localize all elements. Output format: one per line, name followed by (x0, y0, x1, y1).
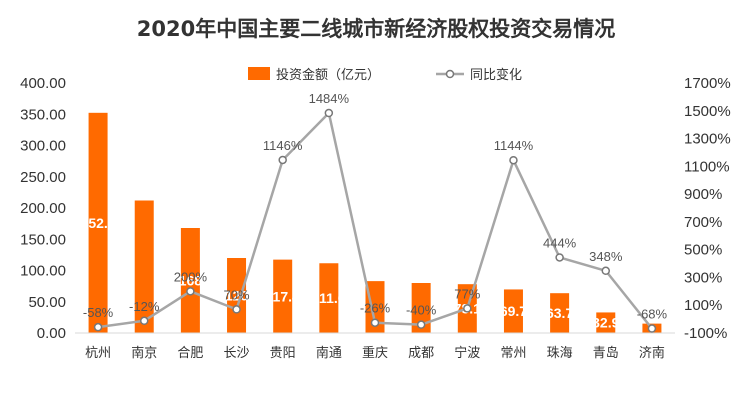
bar-data-label: 352.3 (81, 215, 116, 231)
line-point (509, 155, 518, 165)
line-point (647, 324, 657, 333)
line-point (463, 304, 472, 313)
right-tick-label: 1300% (684, 131, 731, 148)
category-label: 长沙 (224, 346, 250, 361)
bar (273, 259, 293, 333)
line-data-label: 1146% (263, 138, 303, 153)
right-tick-label: 700% (684, 214, 722, 231)
category-label: 贵阳 (270, 346, 296, 361)
line-data-label: 1484% (309, 91, 350, 106)
left-tick-label: 350.00 (20, 106, 66, 123)
line-point (324, 108, 334, 118)
category-label: 常州 (500, 346, 526, 361)
line-data-label: -26% (360, 301, 391, 316)
bar-data-label: 168 (179, 273, 203, 289)
line-data-label: -12% (129, 299, 160, 314)
right-tick-label: 300% (684, 269, 722, 286)
line-point (416, 320, 426, 329)
right-tick-label: -100% (684, 325, 727, 342)
line-point (601, 266, 611, 276)
bar (503, 289, 523, 333)
bar (550, 293, 570, 333)
line-data-label: 444% (543, 235, 577, 250)
right-tick-label: 500% (684, 242, 722, 259)
left-tick-label: 250.00 (20, 169, 66, 186)
bar (319, 263, 339, 333)
chart-title: 2020年中国主要二线城市新经济股权投资交易情况 (137, 17, 615, 41)
line-point (555, 253, 564, 262)
line-point (186, 287, 195, 296)
category-label: 南京 (131, 345, 157, 361)
line-data-label: 70% (224, 287, 250, 302)
bar (227, 258, 247, 333)
line-data-label: 77% (454, 286, 480, 301)
left-tick-label: 100.00 (20, 263, 66, 280)
line-point (232, 305, 241, 314)
left-tick-label: 400.00 (20, 75, 66, 92)
right-tick-label: 900% (684, 186, 722, 203)
category-label: 重庆 (362, 345, 388, 361)
left-tick-label: 200.00 (20, 200, 66, 217)
line-data-label: -40% (406, 303, 437, 318)
line-point (370, 318, 380, 327)
watermark: 头条 @商业数据派 (603, 384, 736, 403)
legend-bar-swatch (248, 67, 270, 80)
right-tick-label: 100% (684, 297, 722, 314)
category-label: 成都 (408, 346, 434, 361)
category-label: 宁波 (454, 345, 480, 361)
line-data-label: 200% (174, 269, 208, 284)
bar-data-label: 111.6 (312, 290, 346, 306)
category-label: 合肥 (177, 346, 203, 361)
bar-data-label: 63.7 (546, 305, 573, 321)
bar-data-label: 69.7 (500, 303, 527, 319)
right-tick-label: 1100% (684, 158, 730, 175)
left-tick-label: 300.00 (20, 138, 66, 155)
category-label: 杭州 (85, 346, 111, 361)
bar (411, 283, 431, 333)
legend-line-marker (445, 69, 455, 79)
line-point (139, 316, 149, 326)
line-point (278, 155, 287, 165)
line-data-label: -58% (83, 305, 114, 320)
right-tick-label: 1700% (684, 75, 731, 92)
bar-data-label: 32.9 (592, 315, 619, 331)
line-series: -58% -12% 200% 70% 1146% 1484% -26% -40% 77% 1144… (83, 91, 668, 333)
x-axis: 杭州 南京 合肥 长沙 贵阳 南通 重庆 成都 宁波 常州 珠海 青岛 济南 (85, 345, 665, 361)
line-point (93, 322, 103, 332)
category-label: 珠海 (547, 346, 573, 361)
line-data-label: -68% (637, 307, 668, 322)
bar (88, 112, 108, 333)
left-axis: 0.00 50.00 100.00 150.00 200.00 250.00 300.00 3… (20, 75, 66, 342)
bar (596, 312, 616, 333)
left-tick-label: 150.00 (20, 231, 66, 248)
bar (134, 200, 154, 333)
legend-line-label: 同比变化 (470, 67, 522, 83)
legend: 投资金额（亿元） 同比变化 (248, 67, 522, 83)
left-tick-label: 0.00 (37, 325, 66, 342)
right-tick-label: 1500% (684, 103, 731, 120)
line-data-label: 348% (589, 249, 623, 264)
line-data-label: 1144% (494, 138, 534, 153)
bar (180, 228, 200, 333)
category-label: 南通 (316, 345, 342, 361)
right-axis: -100% 100% 300% 500% 700% 900% 1100% 1300% 1500%… (684, 75, 731, 342)
bar-data-label: 117.4 (266, 288, 300, 304)
left-tick-label: 50.00 (28, 294, 66, 311)
category-label: 青岛 (593, 345, 619, 361)
category-label: 济南 (639, 345, 665, 361)
bar (365, 281, 385, 333)
legend-bar-label: 投资金额（亿元） (276, 67, 380, 83)
